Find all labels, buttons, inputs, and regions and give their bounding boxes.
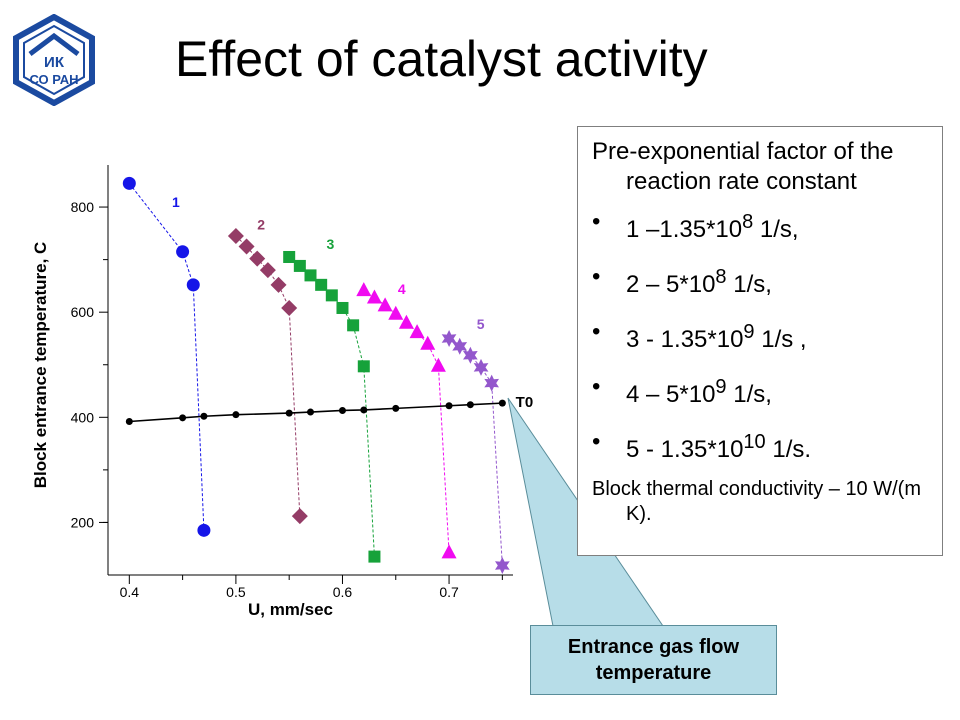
point-4-6 [409,324,425,339]
point-T0-12 [498,399,506,407]
conductivity-note: Block thermal conductivity – 10 W/(m K). [592,478,921,525]
parameters-heading: Pre-exponential factor of the reaction r… [592,138,894,195]
point-2-3 [249,250,266,267]
point-5-1 [441,330,457,347]
institute-logo: ИК СО РАН [13,14,95,106]
series-T0: T0 [125,394,534,426]
series-4: 4 [356,281,457,559]
series-label-3: 3 [326,236,334,252]
point-3-9 [368,550,381,563]
series-label-5: 5 [477,316,485,332]
point-T0-8 [360,406,368,414]
point-3-7 [347,319,360,332]
parameter-item-3: 3 - 1.35*109 1/s , [592,317,932,355]
point-5-6 [495,557,510,574]
entrance-gas-callout: Entrance gas flow temperature [530,625,777,695]
x-tick-label-0.7: 0.7 [439,584,459,600]
y-tick-label-800: 800 [71,199,95,215]
point-T0-1 [125,418,133,426]
logo-line1: ИК [44,54,65,71]
point-4-9 [441,544,457,559]
y-tick-label-400: 400 [71,409,95,425]
y-axis-label: Block entrance temperature, C [31,242,50,489]
point-2-7 [291,508,308,525]
series-label-2: 2 [257,217,265,233]
point-T0-5 [285,409,293,417]
point-T0-6 [307,408,314,416]
point-3-1 [283,250,296,263]
y-tick-label-200: 200 [71,514,95,530]
point-T0-2 [179,414,187,422]
point-1-2 [176,245,190,259]
point-T0-3 [200,412,208,420]
point-2-6 [281,299,298,316]
series-T0-line [129,402,503,423]
logo-line2: СО РАН [29,72,78,87]
x-axis-label: U, mm/sec [248,600,333,619]
series-5: 5 [441,316,510,574]
point-4-3 [377,297,393,312]
point-T0-4 [232,411,240,419]
point-5-4 [473,358,489,376]
point-4-8 [430,357,446,372]
parameter-item-4: 4 – 5*109 1/s, [592,372,932,410]
parameters-list: 1 –1.35*108 1/s, 2 – 5*108 1/s, 3 - 1.35… [592,207,932,465]
series-label-1: 1 [172,194,180,210]
parameters-box: Pre-exponential factor of the reaction r… [577,126,943,556]
series-label-T0: T0 [516,394,534,411]
x-tick-label-0.6: 0.6 [333,584,353,600]
parameter-item-5: 5 - 1.35*1010 1/s. [592,427,932,465]
parameter-item-1: 1 –1.35*108 1/s, [592,207,932,245]
point-4-1 [356,282,372,297]
point-4-7 [420,335,436,350]
point-3-4 [315,278,328,291]
point-3-2 [293,259,306,272]
point-1-3 [186,278,200,292]
point-3-3 [304,269,317,282]
point-3-6 [336,301,349,314]
series-3: 3 [283,236,381,563]
point-T0-11 [466,401,474,409]
point-1-4 [197,523,211,537]
point-5-5 [484,374,499,392]
x-tick-label-0.4: 0.4 [120,584,140,600]
page-title: Effect of catalyst activity [175,31,708,87]
point-T0-7 [338,406,346,414]
point-T0-10 [445,402,453,410]
point-4-4 [388,305,404,320]
parameter-item-2: 2 – 5*108 1/s, [592,262,932,300]
point-2-4 [259,262,276,279]
point-2-2 [238,238,255,255]
y-tick-label-600: 600 [71,304,95,320]
point-3-8 [357,360,370,373]
point-5-3 [463,346,478,364]
point-2-1 [227,227,244,244]
point-4-5 [398,314,414,329]
point-3-5 [325,289,338,302]
series-1: 1 [122,176,211,537]
point-T0-9 [392,404,400,412]
point-5-2 [452,337,468,355]
x-tick-label-0.5: 0.5 [226,584,246,600]
point-4-2 [366,289,382,304]
series-2: 2 [227,217,308,525]
point-1-1 [122,176,136,190]
point-2-5 [270,276,287,293]
series-label-4: 4 [398,281,406,297]
